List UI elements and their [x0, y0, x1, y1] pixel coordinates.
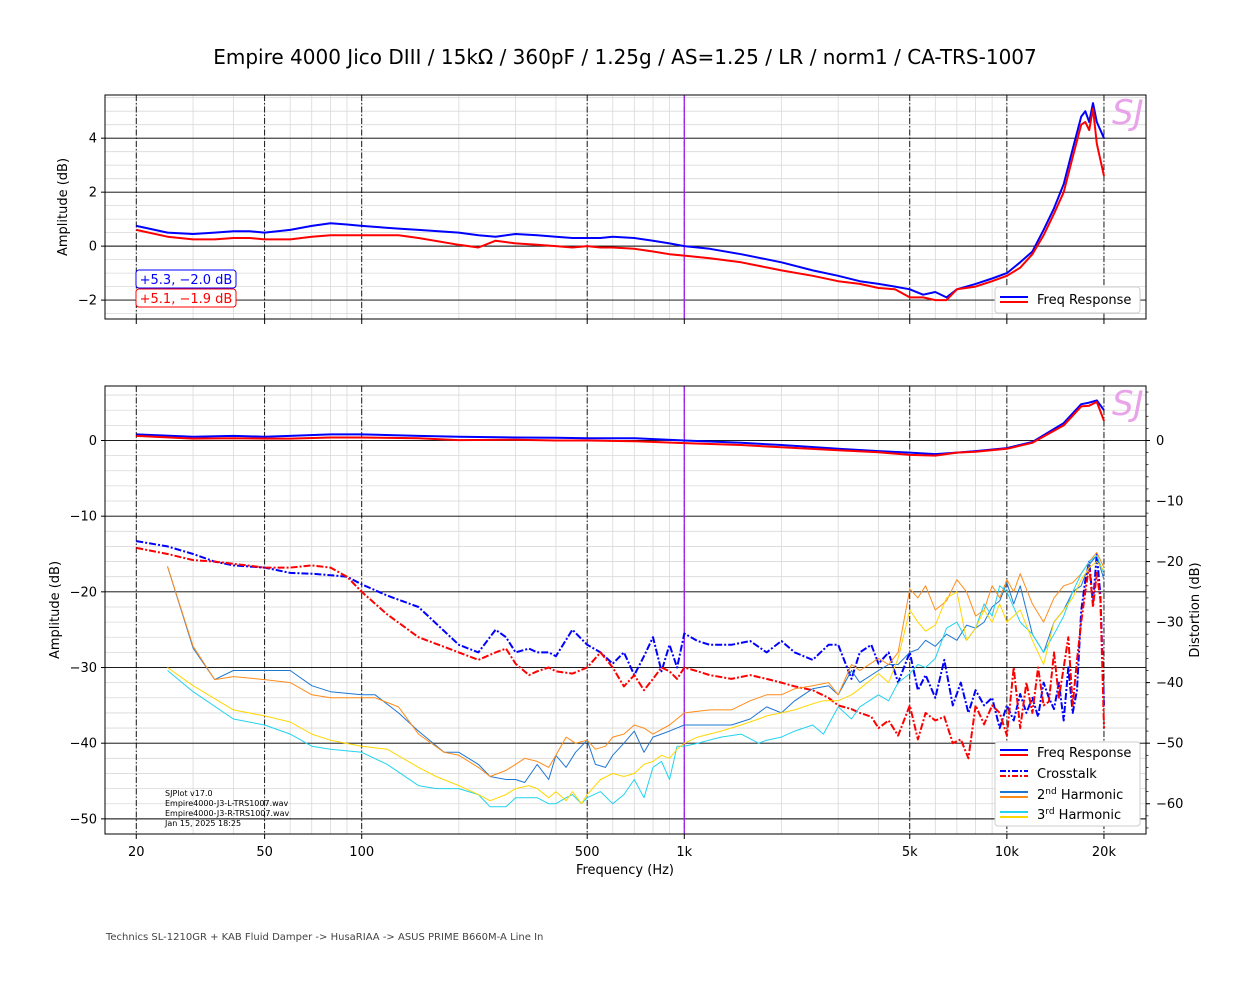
- annotation-left: +5.3, −2.0 dB: [135, 269, 237, 289]
- y2-tick-label: −30: [1156, 616, 1183, 631]
- y-axis-label: Amplitude (dB): [48, 561, 63, 659]
- y-tick-label: 0: [89, 240, 97, 255]
- distortion-panel: SJ −50 −40 −30 −20 −10 0 20 50 100 500 1k 5k 10k 20k −…: [48, 384, 1203, 878]
- series-line-3rd-harmonic-l: [167, 555, 1105, 808]
- svg-text:Empire4000-J3-R-TRS1007.wav: Empire4000-J3-R-TRS1007.wav: [165, 809, 289, 818]
- svg-text:SJPlot v17.0: SJPlot v17.0: [165, 789, 213, 798]
- y2-tick-label: −20: [1156, 555, 1183, 570]
- frequency-response-panel: SJ −2 0 2 4 Amplitude (dB) +5.3, −2.0 dB +5…: [56, 93, 1147, 324]
- legend-label: Crosstalk: [1037, 767, 1097, 782]
- legend-label: Freq Response: [1037, 746, 1131, 761]
- annotation-right: +5.1, −1.9 dB: [135, 288, 237, 308]
- plot-frame: [104, 94, 1147, 320]
- y-axis-label: Amplitude (dB): [56, 158, 71, 256]
- x-axis-label: Frequency (Hz): [576, 863, 674, 878]
- y2-tick-label: 0: [1156, 434, 1164, 449]
- series-line-2nd-harmonic-l: [167, 555, 1105, 783]
- info-block: SJPlot v17.0 Empire4000-J3-L-TRS1007.wav…: [164, 789, 289, 828]
- watermark: SJ: [1112, 384, 1144, 424]
- svg-text:Jan 15, 2025 18:25: Jan 15, 2025 18:25: [164, 819, 241, 828]
- y-tick-label: −40: [70, 737, 97, 752]
- series-line-crosstalk-l: [136, 540, 1105, 730]
- series-line-2nd-harmonic-r: [167, 552, 1105, 777]
- y2-tick-label: −50: [1156, 737, 1183, 752]
- y-tick-label: 0: [89, 434, 97, 449]
- chart-title: Empire 4000 Jico DIII / 15kΩ / 360pF / 1…: [213, 45, 1037, 69]
- series-line-freq-response-r: [136, 107, 1105, 302]
- x-tick-label: 100: [349, 845, 374, 860]
- x-tick-label: 1k: [676, 845, 692, 860]
- y2-tick-label: −60: [1156, 797, 1183, 812]
- y-tick-label: −30: [70, 661, 97, 676]
- y-tick-label: −10: [70, 510, 97, 525]
- series-line-freq-response-l: [136, 399, 1105, 456]
- series-line-crosstalk-r: [136, 546, 1105, 760]
- x-tick-label: 5k: [902, 845, 918, 860]
- y-tick-label: −50: [70, 812, 97, 827]
- series-line-freq-response-r: [136, 400, 1105, 457]
- svg-text:+5.1, −1.9 dB: +5.1, −1.9 dB: [140, 292, 233, 307]
- y-tick-label: 4: [89, 132, 97, 147]
- x-tick-label: 50: [256, 845, 273, 860]
- y-tick-label: −20: [70, 585, 97, 600]
- plot-frame: [104, 385, 1147, 835]
- legend-label: 2nd Harmonic: [1037, 787, 1123, 803]
- y-tick-label: −2: [78, 294, 97, 309]
- x-tick-label: 500: [575, 845, 600, 860]
- y-tick-label: 2: [89, 186, 97, 201]
- legend: Freq Response Crosstalk 2nd Harmonic 3rd…: [994, 741, 1141, 827]
- y2-tick-label: −40: [1156, 676, 1183, 691]
- x-tick-label: 20: [128, 845, 145, 860]
- legend: Freq Response: [994, 286, 1141, 314]
- y2-tick-label: −10: [1156, 495, 1183, 510]
- series-line-freq-response-l: [136, 102, 1105, 299]
- svg-text:+5.3, −2.0 dB: +5.3, −2.0 dB: [140, 273, 233, 288]
- series-line-3rd-harmonic-r: [167, 561, 1105, 805]
- x-tick-label: 20k: [1092, 845, 1117, 860]
- legend-label: 3rd Harmonic: [1037, 807, 1121, 823]
- legend-label: Freq Response: [1037, 293, 1131, 308]
- x-tick-label: 10k: [995, 845, 1020, 860]
- y2-axis-label: Distortion (dB): [1188, 562, 1203, 657]
- footer-note: Technics SL-1210GR + KAB Fluid Damper ->…: [105, 932, 543, 943]
- watermark: SJ: [1112, 93, 1144, 133]
- svg-text:Empire4000-J3-L-TRS1007.wav: Empire4000-J3-L-TRS1007.wav: [165, 799, 289, 808]
